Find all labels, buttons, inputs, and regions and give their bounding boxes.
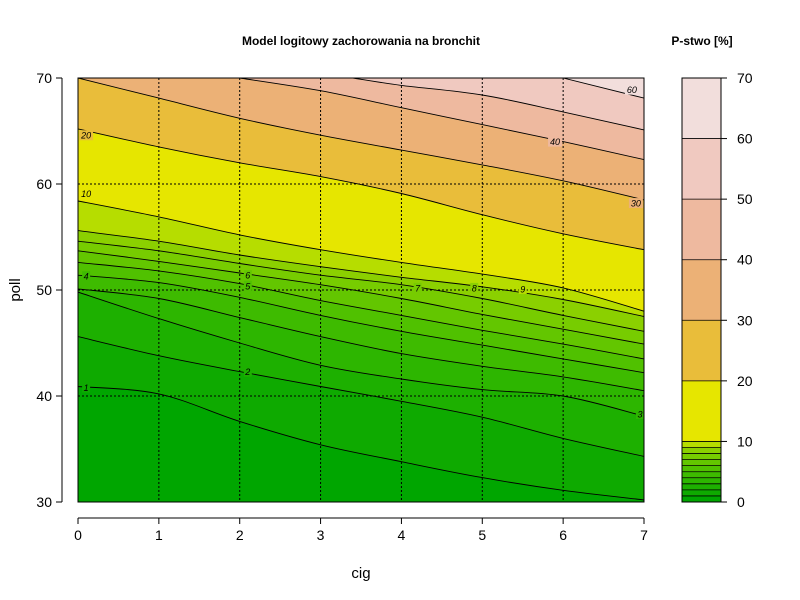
plot-frame bbox=[77, 77, 645, 503]
contour-label-bg bbox=[518, 283, 527, 294]
contour-label-bg bbox=[624, 84, 639, 95]
legend-tick-label: 60 bbox=[737, 131, 753, 147]
contour-label-30: 30 bbox=[631, 199, 641, 209]
contour-line-10 bbox=[78, 200, 644, 312]
contour-label-8: 8 bbox=[472, 283, 477, 293]
x-tick-label: 2 bbox=[236, 527, 244, 543]
contour-line-2 bbox=[78, 336, 644, 457]
contour-label-bg bbox=[413, 282, 422, 293]
band-50 bbox=[352, 78, 644, 130]
contour-label-10: 10 bbox=[81, 189, 91, 199]
contour-label-5: 5 bbox=[245, 281, 251, 291]
contour-label-bg bbox=[243, 366, 252, 377]
contour-line-5 bbox=[78, 274, 644, 374]
contour-line-40 bbox=[239, 78, 644, 161]
contour-line-4 bbox=[78, 288, 644, 392]
contour-line-60 bbox=[562, 78, 644, 99]
contour-label-7: 7 bbox=[415, 283, 421, 293]
grid-lines bbox=[78, 78, 644, 502]
legend-swatch-1 bbox=[682, 489, 721, 496]
x-tick-label: 1 bbox=[155, 527, 163, 543]
contour-label-4: 4 bbox=[84, 272, 89, 282]
contour-label-bg bbox=[79, 188, 94, 199]
contour-label-bg bbox=[79, 130, 94, 141]
legend-tick-label: 10 bbox=[737, 433, 753, 449]
x-tick-label: 4 bbox=[398, 527, 406, 543]
contour-line-6 bbox=[78, 261, 644, 360]
color-legend: 0 10 20 30 40 50 60 70 bbox=[681, 70, 753, 510]
legend-swatch-2 bbox=[682, 483, 721, 490]
contour-label-3: 3 bbox=[637, 410, 642, 420]
contour-line-7 bbox=[78, 250, 644, 345]
legend-swatch-0 bbox=[682, 495, 721, 502]
contour-label-60: 60 bbox=[627, 85, 637, 95]
legend-swatch-30 bbox=[682, 259, 721, 321]
legend-tick-label: 30 bbox=[737, 312, 753, 328]
contour-label-9: 9 bbox=[520, 284, 525, 294]
legend-tick-label: 70 bbox=[737, 70, 753, 86]
legend-title: P-stwo [%] bbox=[671, 34, 732, 48]
contour-label-20: 20 bbox=[80, 131, 91, 141]
contour-label-bg bbox=[548, 136, 563, 147]
y-tick-label: 50 bbox=[36, 282, 52, 298]
contour-label-bg bbox=[243, 280, 252, 291]
legend-swatch-9 bbox=[682, 441, 721, 448]
legend-tick-label: 0 bbox=[737, 494, 745, 510]
contour-label-bg bbox=[470, 282, 479, 293]
legend-swatch-60 bbox=[682, 78, 721, 139]
contour-label-40: 40 bbox=[550, 137, 560, 147]
legend-tick-label: 50 bbox=[737, 191, 753, 207]
contour-label-2: 2 bbox=[244, 367, 250, 377]
contour-line-8 bbox=[78, 240, 644, 332]
legend-swatch-50 bbox=[682, 138, 721, 200]
legend-swatch-20 bbox=[682, 320, 721, 381]
contour-label-bg bbox=[243, 270, 252, 281]
contour-line-3 bbox=[78, 291, 644, 417]
legend-frame bbox=[681, 77, 722, 503]
y-tick-label: 40 bbox=[36, 388, 52, 404]
legend-swatch-6 bbox=[682, 459, 721, 466]
x-tick-label: 7 bbox=[640, 527, 648, 543]
x-tick-label: 6 bbox=[559, 527, 567, 543]
x-axis: 0 1 2 3 4 5 6 7 bbox=[74, 517, 648, 543]
x-tick-label: 3 bbox=[317, 527, 325, 543]
contour-label-bg bbox=[82, 382, 91, 393]
x-axis-label: cig bbox=[351, 565, 370, 582]
legend-swatch-4 bbox=[682, 471, 721, 478]
chart-title: Model logitowy zachorowania na bronchit bbox=[242, 34, 480, 48]
legend-swatch-10 bbox=[682, 380, 721, 442]
legend-tick-label: 20 bbox=[737, 373, 753, 389]
y-tick-label: 30 bbox=[36, 494, 52, 510]
legend-tick-label: 40 bbox=[737, 252, 753, 268]
legend-swatch-8 bbox=[682, 447, 721, 454]
contour-label-bg bbox=[635, 409, 644, 420]
legend-swatch-40 bbox=[682, 199, 721, 260]
contour-line-30 bbox=[78, 78, 644, 201]
y-axis: 30 40 50 60 70 bbox=[36, 70, 63, 510]
y-tick-label: 60 bbox=[36, 176, 52, 192]
legend-swatch-5 bbox=[682, 465, 721, 472]
y-axis-label: poll bbox=[7, 278, 24, 301]
contour-label-6: 6 bbox=[245, 271, 250, 281]
y-tick-label: 70 bbox=[36, 70, 52, 86]
contour-labels: 1 2 3 4 56 7 8 9 10 20 30 40 60 bbox=[79, 84, 644, 420]
contour-label-bg bbox=[628, 198, 643, 209]
x-tick-label: 5 bbox=[478, 527, 486, 543]
contour-label-bg bbox=[82, 271, 91, 282]
contour-line-9 bbox=[78, 230, 644, 317]
contour-line-20 bbox=[78, 128, 644, 251]
contour-label-1: 1 bbox=[84, 383, 89, 393]
legend-swatch-3 bbox=[682, 477, 721, 484]
x-tick-label: 0 bbox=[74, 527, 82, 543]
legend-swatch-7 bbox=[682, 453, 721, 460]
